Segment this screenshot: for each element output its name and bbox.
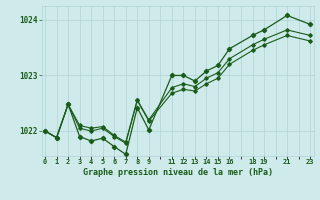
X-axis label: Graphe pression niveau de la mer (hPa): Graphe pression niveau de la mer (hPa) bbox=[83, 168, 273, 177]
